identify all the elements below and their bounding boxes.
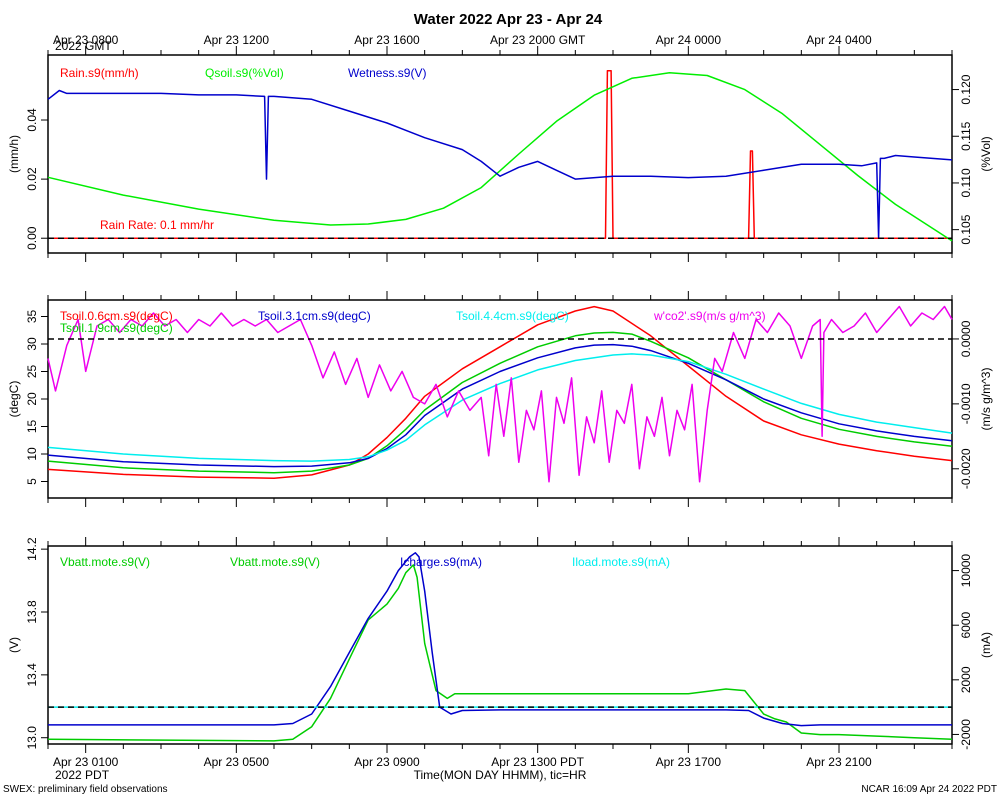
left-tick-label: 0.00 <box>25 226 39 250</box>
series-line <box>47 305 953 483</box>
series-line <box>47 305 953 479</box>
left-tick-label: 0.04 <box>25 108 39 132</box>
bottom-time-label: Apr 23 0900 <box>354 755 420 769</box>
right-tick-label: -2000 <box>959 719 973 750</box>
legend-entry: Icharge.s9(mA) <box>400 555 482 569</box>
bottom-time-axis: Apr 23 0100 Apr 23 0500 Apr 23 0900 Apr 23 … <box>53 755 872 769</box>
right-axis-label: (mA) <box>979 632 993 658</box>
top-time-label: Apr 23 2000 GMT <box>490 33 586 47</box>
right-tick-label: 0.115 <box>959 121 973 150</box>
chart-title: Water 2022 Apr 23 - Apr 24 <box>414 11 603 28</box>
x-axis-title: Time(MON DAY HHMM), tic=HR <box>414 768 587 782</box>
right-tick-label: -0.0010 <box>959 383 973 424</box>
left-tick-label: 35 <box>25 310 39 324</box>
left-tick-label: 13.0 <box>25 726 39 750</box>
legend-entry: Tsoil.0.6cm.s9(degC) <box>60 309 173 323</box>
top-time-label: Apr 23 1600 <box>354 33 420 47</box>
right-tick-label: 0.105 <box>959 214 973 244</box>
left-tick-label: 0.02 <box>25 167 39 191</box>
left-axis-label: (V) <box>7 637 21 653</box>
series-line <box>47 564 953 742</box>
legend-entry: Iload.mote.s9(mA) <box>572 555 670 569</box>
footer-left-note: SWEX: preliminary field observations <box>3 784 168 795</box>
left-tick-label: 13.8 <box>25 600 39 624</box>
bottom-time-label: Apr 23 1700 <box>656 755 722 769</box>
right-tick-label: -0.0020 <box>959 448 973 489</box>
panel-rain-soil-moisture: 0.00 0.02 0.04 (mm/h) 0.105 0.110 0.115 0.120 (%… <box>7 46 993 262</box>
series-line <box>47 89 953 239</box>
plot-frame <box>47 545 953 745</box>
bottom-zone-label: 2022 PDT <box>55 768 110 782</box>
right-tick-label: 0.120 <box>959 74 973 104</box>
legend-entry: Vbatt.mote.s9(V) <box>60 555 150 569</box>
left-tick-label: 25 <box>25 365 39 379</box>
left-tick-label: 14.2 <box>25 537 39 561</box>
chart-annotation: Rain Rate: 0.1 mm/hr <box>100 218 214 232</box>
series-line <box>47 353 953 462</box>
panel-battery-current: 13.0 13.4 13.8 14.2 (V) -2000 2000 6000 10000 (mA… <box>7 537 993 753</box>
series-line <box>47 331 953 474</box>
panel-soil-temperature: 5 10 15 20 25 30 35 (degC) -0.0020 -0.0010 0.0000 (… <box>7 291 993 507</box>
legend-entry: Vbatt.mote.s9(V) <box>230 555 320 569</box>
top-zone-label: 2022 GMT <box>55 39 112 53</box>
top-time-label: Apr 23 0800 <box>53 33 119 47</box>
left-tick-label: 15 <box>25 420 39 434</box>
top-time-label: Apr 23 1200 <box>204 33 270 47</box>
right-tick-label: 0.110 <box>959 168 973 197</box>
legend-entry: Rain.s9(mm/h) <box>60 66 139 80</box>
legend-entry: Tsoil.3.1cm.s9(degC) <box>258 309 371 323</box>
top-time-label: Apr 24 0000 <box>656 33 722 47</box>
legend-entry: w'co2'.s9(m/s g/m^3) <box>653 309 766 323</box>
right-tick-label: 0.0000 <box>959 320 973 357</box>
plot-frame <box>47 299 953 499</box>
top-time-label: Apr 24 0400 <box>806 33 872 47</box>
footer-right-note: NCAR 16:09 Apr 24 2022 PDT <box>861 784 997 795</box>
bottom-time-label: Apr 23 0100 <box>53 755 119 769</box>
left-axis-label: (degC) <box>7 381 21 418</box>
legend-entry: Tsoil.4.4cm.s9(degC) <box>456 309 569 323</box>
right-tick-label: 2000 <box>959 666 973 693</box>
left-tick-label: 13.4 <box>25 663 39 687</box>
bottom-time-label: Apr 23 0500 <box>204 755 270 769</box>
top-time-axis: Apr 23 0800 Apr 23 1200 Apr 23 1600 Apr 23 … <box>53 33 872 47</box>
series-line <box>48 552 952 727</box>
left-tick-label: 20 <box>25 392 39 406</box>
series-line <box>47 71 953 242</box>
right-axis-label: (%Vol) <box>979 136 993 171</box>
legend-entry: Wetness.s9(V) <box>348 66 426 80</box>
bottom-time-label: Apr 23 2100 <box>806 755 872 769</box>
left-tick-label: 10 <box>25 447 39 461</box>
right-tick-label: 6000 <box>959 612 973 639</box>
bottom-time-label: Apr 23 1300 PDT <box>491 755 584 769</box>
left-tick-label: 5 <box>25 478 39 485</box>
legend-entry: Qsoil.s9(%Vol) <box>205 66 284 80</box>
series-line <box>47 343 953 468</box>
right-axis-label: (m/s g/m^3) <box>979 368 993 431</box>
legend-entry: Tsoil.1.9cm.s9(degC) <box>60 321 173 335</box>
left-axis-label: (mm/h) <box>7 135 21 173</box>
series-line <box>48 69 952 239</box>
left-tick-label: 30 <box>25 337 39 351</box>
right-tick-label: 10000 <box>959 554 973 588</box>
